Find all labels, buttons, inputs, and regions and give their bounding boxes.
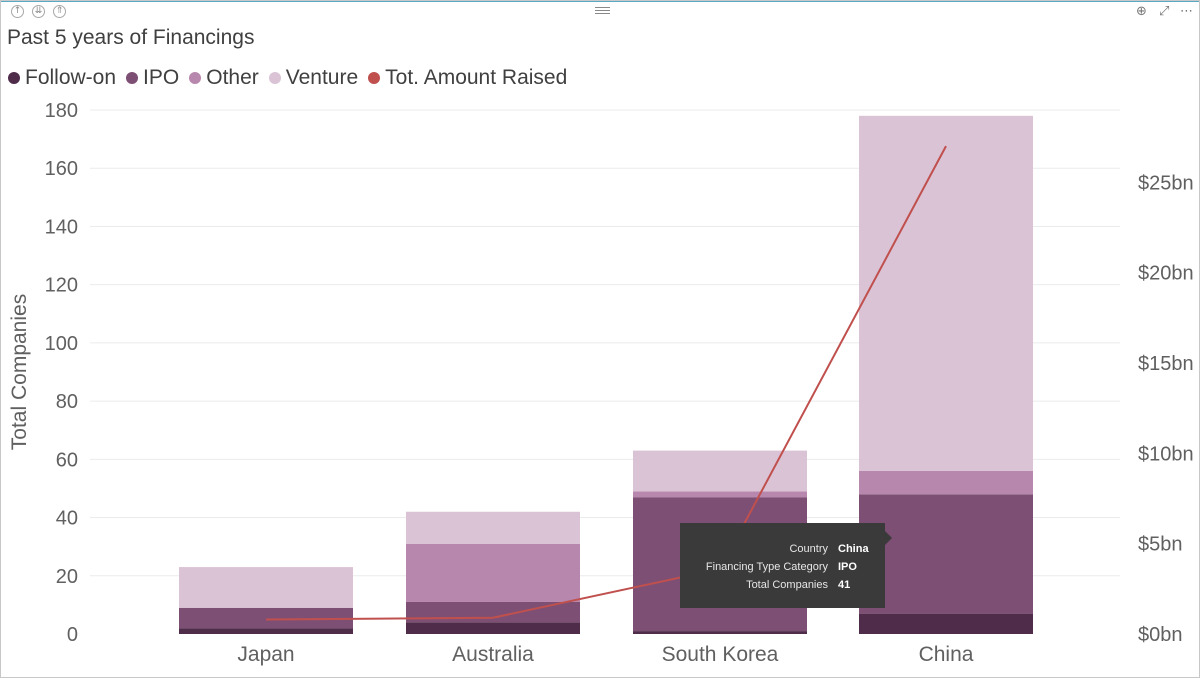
tooltip-value: China [838, 543, 869, 555]
legend-label: Follow-on [25, 66, 117, 89]
bar-segment-follow-on [179, 628, 353, 634]
bar-segment-ipo [859, 494, 1033, 614]
line-series [265, 145, 947, 621]
drill-up-icon[interactable]: ↑ [11, 5, 24, 18]
x-tick-label: Australia [452, 643, 534, 666]
bar-segment-follow-on [406, 622, 580, 634]
bar-segment-follow-on [859, 613, 1033, 634]
tooltip-value: IPO [838, 561, 857, 573]
y-tick-label: 60 [56, 449, 78, 471]
tooltip-key: Financing Type Category [705, 561, 828, 573]
x-tick-label: Japan [237, 643, 294, 666]
x-tick-label: South Korea [662, 643, 779, 666]
x-tick-label: China [919, 643, 974, 666]
y-tick-label: 120 [45, 275, 78, 297]
y2-tick-label: $0bn [1138, 624, 1183, 646]
legend-marker [126, 72, 139, 84]
legend-label: Tot. Amount Raised [385, 66, 568, 89]
bar-segment-ipo [179, 607, 353, 629]
legend-item-ipo[interactable]: IPO [126, 66, 179, 90]
bar-segment-venture [859, 115, 1033, 471]
tooltip: Country China Financing Type Category IP… [680, 523, 892, 608]
legend-marker [189, 72, 202, 84]
tooltip-key: Total Companies [746, 579, 828, 591]
visual-header-bar: ↑ ⇊ ⇑ ⊕ ⤢ ⋯ [0, 2, 1200, 22]
y-tick-label: 0 [67, 624, 78, 646]
legend-label: IPO [143, 66, 180, 89]
drag-handle-icon[interactable] [595, 5, 610, 15]
y2-tick-label: $5bn [1138, 534, 1183, 556]
expand-all-icon[interactable]: ⇑ [53, 5, 66, 18]
y-tick-label: 160 [45, 158, 78, 180]
bar-segment-other [406, 543, 580, 602]
legend-marker [268, 72, 281, 84]
visual-top-accent [0, 0, 1200, 2]
legend-item-venture[interactable]: Venture [268, 66, 359, 90]
line-tot-amount-raised [265, 145, 947, 621]
bar-segment-other [859, 470, 1033, 495]
y-tick-label: 180 [45, 100, 78, 122]
legend-item-other[interactable]: Other [189, 66, 259, 90]
y2-tick-label: $20bn [1138, 263, 1194, 285]
y-tick-label: 20 [56, 566, 78, 588]
bar-segment-venture [633, 450, 807, 492]
y2-tick-label: $15bn [1138, 353, 1194, 375]
legend-item-follow-on[interactable]: Follow-on [8, 66, 116, 90]
focus-mode-icon[interactable]: ⤢ [1159, 4, 1170, 19]
visual-title: Past 5 years of Financings [7, 26, 255, 49]
y2-tick-label: $10bn [1138, 443, 1194, 465]
tooltip-value: 41 [838, 579, 851, 591]
y-tick-label: 100 [45, 333, 78, 355]
bar-segment-venture [406, 511, 580, 544]
legend-label: Venture [285, 66, 359, 89]
tooltip-row-country: Country China [680, 540, 885, 558]
tooltip-row-financing-type: Financing Type Category IPO [680, 558, 885, 576]
drill-down-toggle-icon[interactable]: ⊕ [1136, 4, 1147, 19]
legend-label: Other [206, 66, 259, 89]
more-options-icon[interactable]: ⋯ [1180, 4, 1193, 19]
tooltip-key: Country [789, 543, 828, 555]
bar-segment-follow-on [633, 631, 807, 634]
legend-marker [8, 72, 20, 84]
bar-series [179, 115, 1033, 634]
y2-tick-label: $25bn [1138, 172, 1194, 194]
axes: 0 20 40 60 80 100 120 140 160 180 $0bn $5bn $10bn $15… [8, 100, 1194, 666]
y-axis-title: Total Companies [8, 294, 31, 450]
y-tick-label: 140 [45, 216, 78, 238]
drill-down-all-icon[interactable]: ⇊ [32, 5, 45, 18]
chart-legend: Follow-on IPO Other Venture Tot. Amount … [8, 64, 577, 92]
legend-marker [368, 72, 381, 84]
y-tick-label: 40 [56, 508, 78, 530]
y-tick-label: 80 [56, 391, 78, 413]
bar-segment-venture [179, 567, 353, 608]
legend-item-tot-amount-raised[interactable]: Tot. Amount Raised [368, 66, 567, 90]
tooltip-row-total-companies: Total Companies 41 [680, 576, 885, 594]
bar-segment-other [633, 491, 807, 498]
